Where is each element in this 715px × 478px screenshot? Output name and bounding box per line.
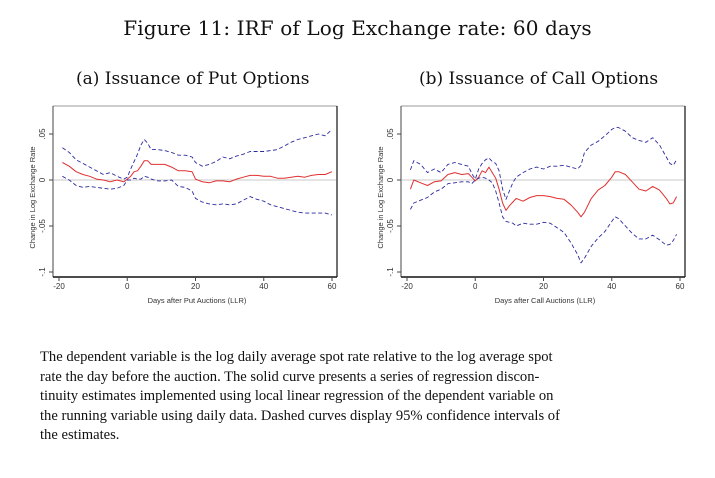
y-axis-title: Change in Log Exchange Rate bbox=[28, 146, 37, 248]
figure-title: Figure 11: IRF of Log Exchange rate: 60 … bbox=[123, 16, 592, 40]
panel-b-call-options: -.1 -.05 0 .05 -20 0 20 40 60 Days after Call Auc… bbox=[376, 105, 686, 305]
y-tick-label: -.1 bbox=[386, 267, 395, 277]
y-tick-label: .05 bbox=[386, 128, 395, 140]
y-tick-label: -.1 bbox=[38, 267, 47, 277]
panel-a-put-options: -.1 -.05 0 .05 -20 0 20 40 60 Days after Put Auct… bbox=[28, 105, 338, 305]
x-axis-title: Days after Call Auctions (LLR) bbox=[495, 296, 596, 305]
lower-ci-line bbox=[410, 176, 677, 264]
y-tick-label: 0 bbox=[38, 177, 47, 182]
y-axis-title: Change in Log Exchange Rate bbox=[376, 146, 385, 248]
x-axis-title: Days after Put Auctions (LLR) bbox=[148, 296, 247, 305]
x-tick-label: 60 bbox=[676, 282, 685, 291]
y-tick-label: .05 bbox=[38, 128, 47, 140]
upper-ci-line bbox=[409, 127, 677, 200]
x-tick-label: -20 bbox=[53, 282, 65, 291]
x-tick-label: -20 bbox=[401, 282, 413, 291]
caption-line: The dependent variable is the log daily … bbox=[40, 349, 553, 365]
caption-line: the estimates. bbox=[40, 427, 120, 443]
y-tick-label: -.05 bbox=[386, 219, 395, 233]
estimate-line bbox=[409, 166, 678, 218]
caption-line: tinuity estimates implemented using loca… bbox=[40, 388, 554, 404]
lower-ci-line bbox=[62, 175, 333, 216]
y-tick-label: 0 bbox=[386, 177, 395, 182]
figure-charts: -.1 -.05 0 .05 -20 0 20 40 60 Days after Put Auct… bbox=[28, 105, 686, 305]
x-tick-label: 20 bbox=[539, 282, 548, 291]
x-tick-label: 0 bbox=[125, 282, 130, 291]
estimate-line bbox=[62, 160, 333, 184]
x-tick-label: 40 bbox=[607, 282, 616, 291]
upper-ci-line bbox=[62, 129, 333, 180]
panel-b-title: (b) Issuance of Call Options bbox=[419, 69, 659, 89]
figure-caption: The dependent variable is the log daily … bbox=[40, 348, 680, 446]
x-tick-label: 60 bbox=[328, 282, 337, 291]
x-tick-label: 40 bbox=[259, 282, 268, 291]
y-tick-label: -.05 bbox=[38, 219, 47, 233]
x-tick-label: 0 bbox=[473, 282, 478, 291]
caption-line: the running variable using daily data. D… bbox=[40, 407, 560, 424]
x-tick-label: 20 bbox=[191, 282, 200, 291]
panel-a-title: (a) Issuance of Put Options bbox=[76, 69, 310, 89]
caption-line: rate the day before the auction. The sol… bbox=[40, 368, 540, 385]
